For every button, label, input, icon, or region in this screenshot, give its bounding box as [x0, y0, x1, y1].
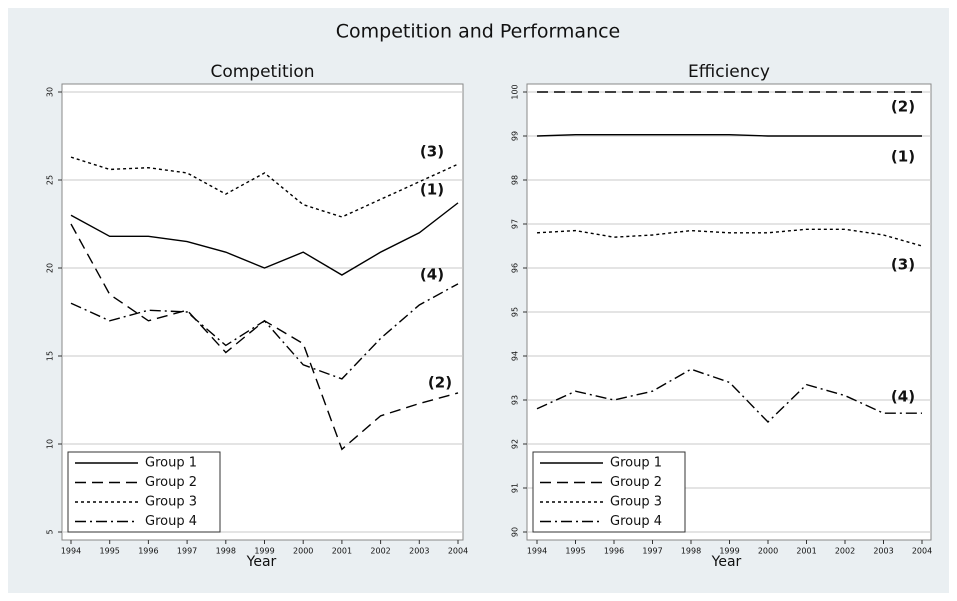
- series-annotation: (3): [891, 256, 915, 274]
- legend-label: Group 1: [610, 456, 662, 471]
- legend-label: Group 2: [610, 475, 662, 490]
- series-line: [536, 133, 922, 137]
- series-annotation: (4): [420, 265, 444, 283]
- y-tick-label: 91: [511, 483, 520, 493]
- series-annotation: (1): [891, 148, 915, 166]
- legend-label: Group 1: [145, 456, 197, 471]
- x-tick-label: 1994: [61, 547, 81, 556]
- x-tick-label: 1998: [681, 547, 701, 556]
- legend-box: [532, 451, 686, 533]
- legend-label: Group 2: [145, 475, 197, 490]
- series-line: [70, 283, 459, 380]
- series-line: [70, 156, 459, 218]
- series-annotation: (2): [891, 98, 915, 116]
- x-tick-label: 1996: [138, 547, 158, 556]
- x-axis-label: Year: [711, 554, 742, 570]
- y-tick-label: 100: [511, 84, 520, 99]
- series-annotation: (3): [420, 143, 444, 161]
- x-tick-label: 1995: [100, 547, 120, 556]
- y-tick-label: 25: [46, 175, 55, 185]
- y-tick-label: 93: [511, 395, 520, 405]
- y-tick-label: 10: [46, 439, 55, 449]
- y-tick-label: 96: [511, 263, 520, 273]
- x-tick-label: 2004: [448, 547, 468, 556]
- figure-title: Competition and Performance: [336, 21, 621, 43]
- y-tick-label: 95: [511, 307, 520, 317]
- x-tick-label: 1994: [527, 547, 547, 556]
- x-tick-label: 2002: [370, 547, 390, 556]
- series-annotation: (1): [420, 180, 444, 198]
- series-line: [70, 202, 459, 276]
- x-tick-label: 2003: [409, 547, 429, 556]
- x-tick-label: 2000: [293, 547, 313, 556]
- series-annotation: (2): [428, 373, 452, 391]
- y-tick-label: 20: [46, 263, 55, 273]
- x-tick-label: 2001: [332, 547, 352, 556]
- panel-title: Competition: [210, 62, 314, 82]
- x-axis-label: Year: [246, 554, 277, 570]
- y-tick-label: 30: [46, 87, 55, 97]
- y-tick-label: 5: [46, 529, 55, 534]
- legend-label: Group 3: [145, 495, 197, 510]
- x-tick-label: 2002: [835, 547, 855, 556]
- x-tick-label: 2001: [796, 547, 816, 556]
- y-tick-label: 90: [511, 527, 520, 537]
- x-tick-label: 2000: [758, 547, 778, 556]
- y-tick-label: 99: [511, 131, 520, 141]
- x-tick-label: 1996: [604, 547, 624, 556]
- x-tick-label: 1997: [177, 547, 197, 556]
- y-tick-label: 97: [511, 219, 520, 229]
- legend-label: Group 3: [610, 495, 662, 510]
- x-tick-label: 2004: [912, 547, 932, 556]
- panel-title: Efficiency: [688, 62, 770, 82]
- x-tick-label: 1997: [642, 547, 662, 556]
- series-line: [536, 228, 923, 247]
- legend-label: Group 4: [610, 514, 662, 529]
- legend-box: [67, 451, 221, 533]
- legend-label: Group 4: [145, 514, 197, 529]
- y-tick-label: 15: [46, 351, 55, 361]
- y-tick-label: 92: [511, 439, 520, 449]
- series-line: [536, 368, 922, 423]
- x-tick-label: 1998: [216, 547, 236, 556]
- x-tick-label: 1995: [565, 547, 585, 556]
- y-tick-label: 94: [511, 351, 520, 361]
- x-tick-label: 1999: [719, 547, 739, 556]
- x-tick-label: 1999: [254, 547, 274, 556]
- series-annotation: (4): [891, 388, 915, 406]
- x-tick-label: 2003: [873, 547, 893, 556]
- y-tick-label: 98: [511, 175, 520, 185]
